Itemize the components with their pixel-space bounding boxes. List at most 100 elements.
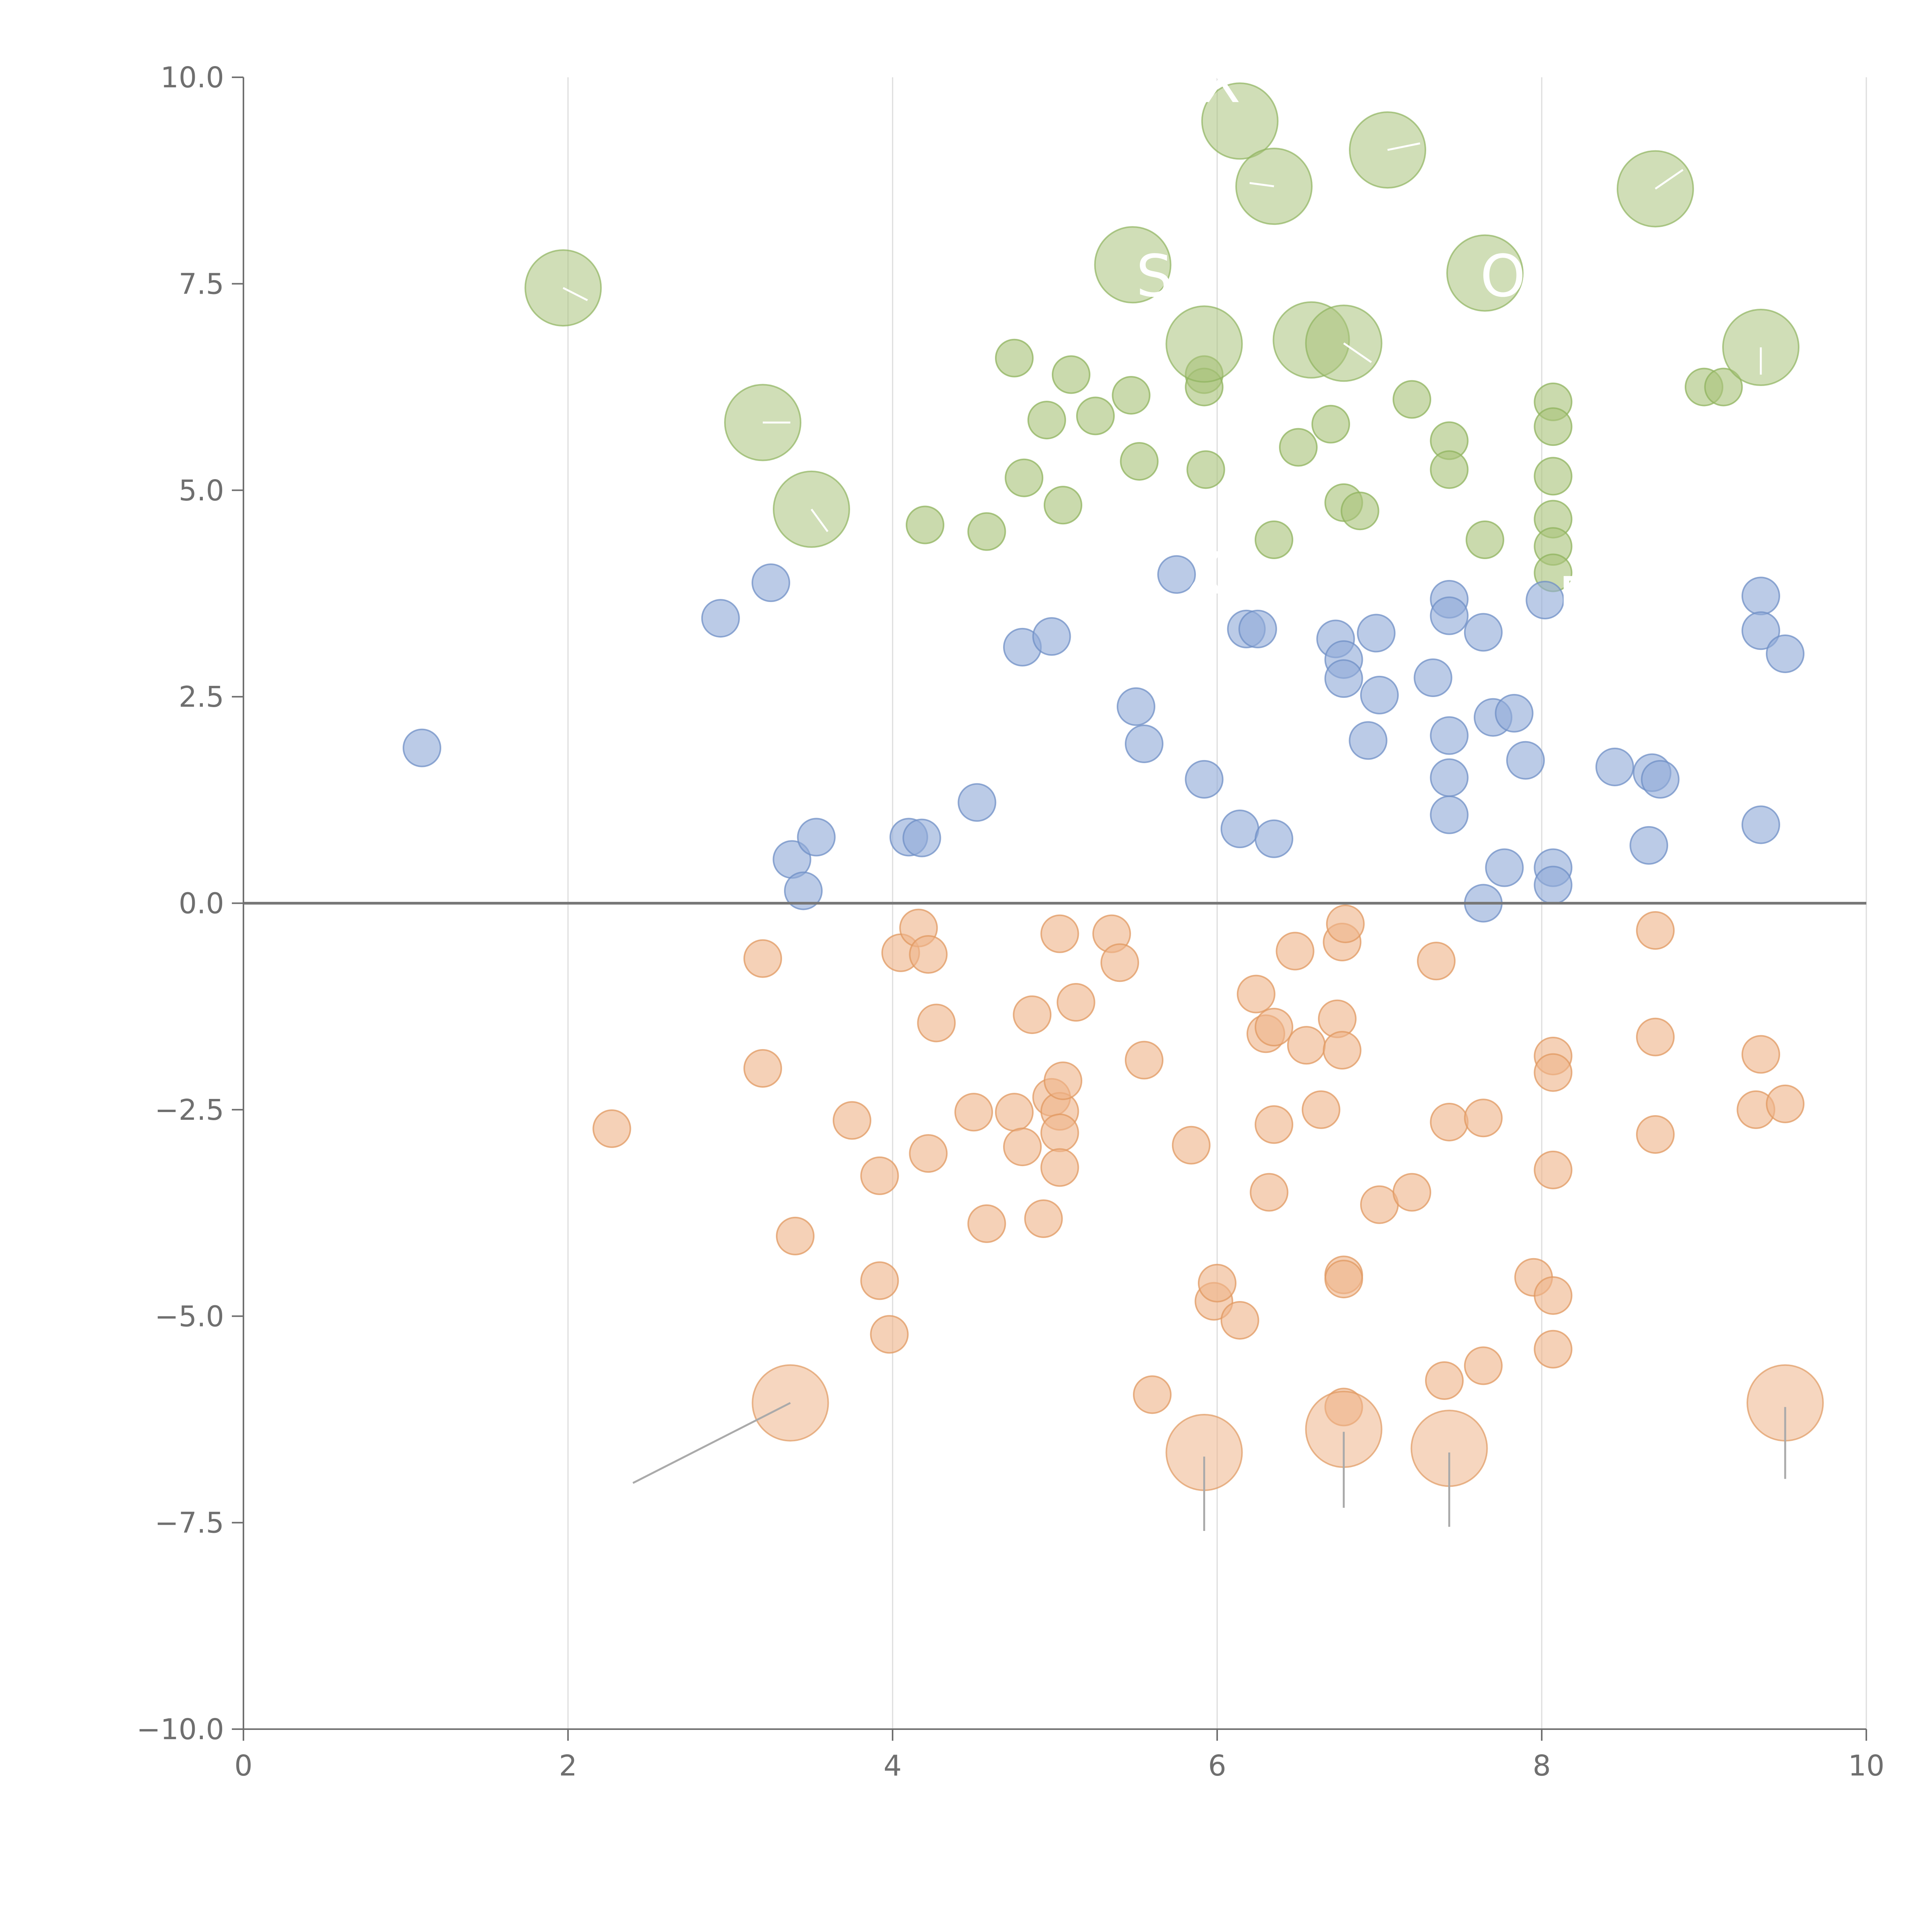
- data-point: [860, 1156, 899, 1195]
- data-point: [967, 1204, 1006, 1243]
- y-tick-label: 0.0: [179, 887, 224, 920]
- data-point: [1117, 687, 1155, 726]
- data-point: [1534, 1150, 1573, 1189]
- data-point: [1220, 810, 1259, 849]
- data-point: [1393, 380, 1431, 419]
- annotation-label: P: [1558, 565, 1593, 632]
- x-tick-label: 10: [1848, 1749, 1884, 1782]
- data-point: [1534, 1276, 1573, 1315]
- data-point: [1255, 819, 1293, 858]
- data-point: [1534, 1053, 1573, 1092]
- data-point: [860, 1261, 899, 1300]
- data-point: [1301, 1090, 1340, 1129]
- data-point: [1495, 694, 1534, 733]
- data-point: [967, 512, 1006, 551]
- data-point: [909, 935, 948, 974]
- data-point: [1534, 407, 1573, 446]
- x-tick-label: 6: [1208, 1749, 1226, 1782]
- data-point: [1636, 1115, 1675, 1154]
- annotation-label: O: [1480, 243, 1526, 310]
- axes-layer: 10.0 7.5 5.0 2.5 0.0 −2.5 −5.0 −7.5 −10.0 0 2 4 6 8 10: [136, 61, 1884, 1782]
- data-point: [1120, 442, 1159, 481]
- data-point-large: [1235, 148, 1313, 225]
- data-point: [1360, 675, 1399, 714]
- data-point: [1766, 1084, 1804, 1123]
- data-point: [1430, 758, 1469, 797]
- data-point: [1052, 355, 1090, 394]
- x-tick-label: 2: [559, 1749, 577, 1782]
- data-point: [957, 783, 997, 822]
- data-point: [1742, 805, 1780, 844]
- leader-line: [1249, 182, 1274, 187]
- data-point: [1024, 1199, 1063, 1238]
- x-tick-label: 8: [1532, 1749, 1551, 1782]
- leader-line: [1387, 142, 1420, 151]
- data-point: [592, 1109, 631, 1148]
- data-point: [1100, 943, 1139, 982]
- data-point: [1005, 458, 1044, 497]
- leader-line: [810, 509, 829, 532]
- data-point: [1255, 1105, 1293, 1144]
- data-point: [917, 1003, 956, 1043]
- data-point: [1742, 577, 1780, 616]
- data-point: [1027, 401, 1066, 440]
- data-point: [1040, 914, 1079, 953]
- data-point: [995, 1093, 1034, 1132]
- data-point: [1464, 1099, 1503, 1138]
- leader-line: [1343, 342, 1372, 363]
- data-point: [1076, 396, 1115, 435]
- data-point: [1279, 428, 1318, 467]
- data-point: [1003, 1128, 1042, 1167]
- data-point: [1238, 609, 1277, 648]
- data-point: [1766, 634, 1804, 673]
- x-tick-label: 4: [883, 1749, 901, 1782]
- data-point: [1125, 724, 1163, 763]
- data-point-large: [1446, 234, 1524, 312]
- data-point: [701, 599, 740, 638]
- data-point: [1430, 1102, 1469, 1141]
- data-point: [1044, 1061, 1082, 1100]
- data-point: [743, 939, 782, 978]
- data-point: [1393, 1173, 1431, 1212]
- data-point: [1056, 983, 1095, 1022]
- data-point: [797, 818, 836, 857]
- data-point: [1236, 975, 1276, 1014]
- data-point: [1250, 1173, 1289, 1212]
- y-tick-label: 5.0: [179, 474, 224, 507]
- annotation-label: S: [1136, 243, 1173, 310]
- data-point: [743, 1049, 782, 1088]
- data-point: [1534, 457, 1573, 496]
- data-point: [1186, 450, 1225, 489]
- data-point: [909, 1134, 948, 1173]
- data-point: [954, 1093, 993, 1132]
- data-point: [784, 871, 823, 910]
- data-point: [1417, 942, 1456, 981]
- data-point: [1255, 1008, 1293, 1047]
- data-point-large: [1165, 305, 1243, 383]
- x-tick-label: 0: [234, 1749, 252, 1782]
- data-point: [1326, 904, 1365, 943]
- data-point: [1040, 1148, 1079, 1187]
- data-point: [403, 728, 441, 767]
- data-point: [1198, 1264, 1236, 1303]
- data-point: [1641, 760, 1680, 799]
- data-point: [1425, 1361, 1464, 1400]
- data-point: [1534, 866, 1573, 905]
- data-point: [1413, 658, 1452, 697]
- data-point-large: [1201, 82, 1279, 160]
- data-point: [1742, 611, 1780, 650]
- data-point: [1324, 659, 1363, 698]
- data-point: [776, 1216, 815, 1255]
- data-point: [1112, 376, 1151, 415]
- data-point: [1464, 1346, 1503, 1385]
- data-point: [1485, 848, 1524, 887]
- leader-line: [563, 287, 588, 301]
- y-tick-label: −7.5: [155, 1507, 224, 1540]
- data-point: [1172, 1126, 1211, 1165]
- data-point: [1255, 520, 1293, 559]
- data-point: [1534, 1330, 1573, 1369]
- data-point: [1013, 995, 1052, 1034]
- data-point: [1311, 405, 1350, 444]
